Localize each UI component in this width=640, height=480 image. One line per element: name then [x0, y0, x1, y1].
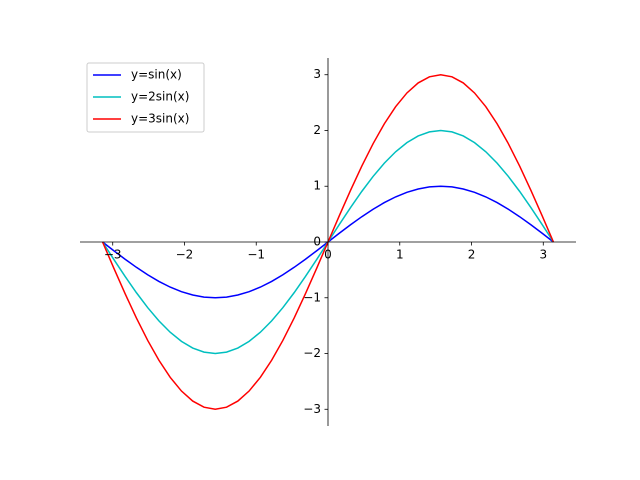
x-tick-label: −2: [176, 248, 194, 262]
legend-box: [86, 62, 205, 133]
y-tick-label: 0: [313, 235, 321, 249]
x-tick-label: −1: [247, 248, 265, 262]
y-tick-label: −1: [303, 290, 321, 304]
y-tick-label: 3: [313, 67, 321, 81]
y-tick-label: 1: [313, 179, 321, 193]
legend-label: y=3sin(x): [131, 112, 189, 126]
x-tick-label: −3: [104, 248, 122, 262]
x-tick-label: 0: [324, 248, 332, 262]
x-tick-label: 1: [396, 248, 404, 262]
y-tick-label: −3: [303, 402, 321, 416]
y-tick-label: 2: [313, 123, 321, 137]
legend-label: y=2sin(x): [131, 90, 189, 104]
legend-label: y=sin(x): [131, 68, 182, 82]
x-tick-label: 2: [468, 248, 476, 262]
y-tick-label: −2: [303, 346, 321, 360]
x-tick-label: 3: [539, 248, 547, 262]
